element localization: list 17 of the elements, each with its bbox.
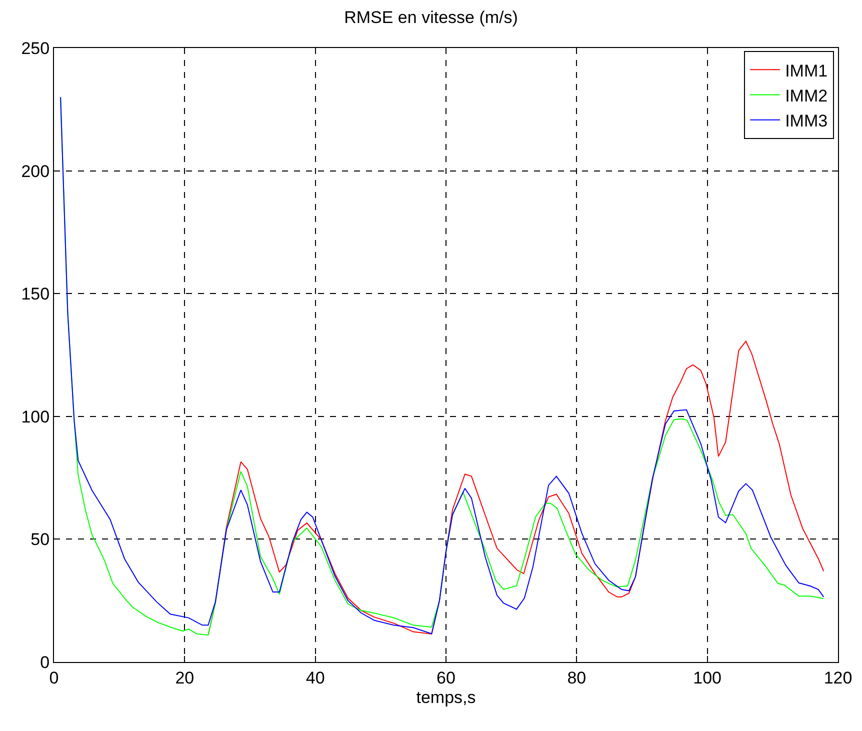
y-tick-label: 50 — [30, 530, 50, 550]
y-tick-label: 250 — [21, 38, 50, 58]
chart-title: RMSE en vitesse (m/s) — [344, 8, 518, 27]
x-tick-label: 100 — [693, 668, 722, 688]
legend-label: IMM2 — [785, 86, 828, 106]
x-axis-title: temps,s — [416, 688, 476, 707]
x-tick-label: 80 — [567, 668, 586, 688]
legend-label: IMM3 — [785, 111, 828, 130]
y-tick-label: 0 — [40, 652, 50, 672]
y-tick-label: 200 — [21, 162, 50, 181]
x-tick-label: 40 — [306, 668, 325, 688]
y-tick-label: 150 — [21, 284, 50, 304]
x-tick-label: 60 — [436, 668, 456, 688]
y-tick-label: 100 — [21, 407, 50, 426]
legend-label: IMM1 — [785, 61, 828, 80]
x-tick-label: 120 — [824, 668, 852, 688]
x-tick-label: 20 — [175, 668, 194, 688]
